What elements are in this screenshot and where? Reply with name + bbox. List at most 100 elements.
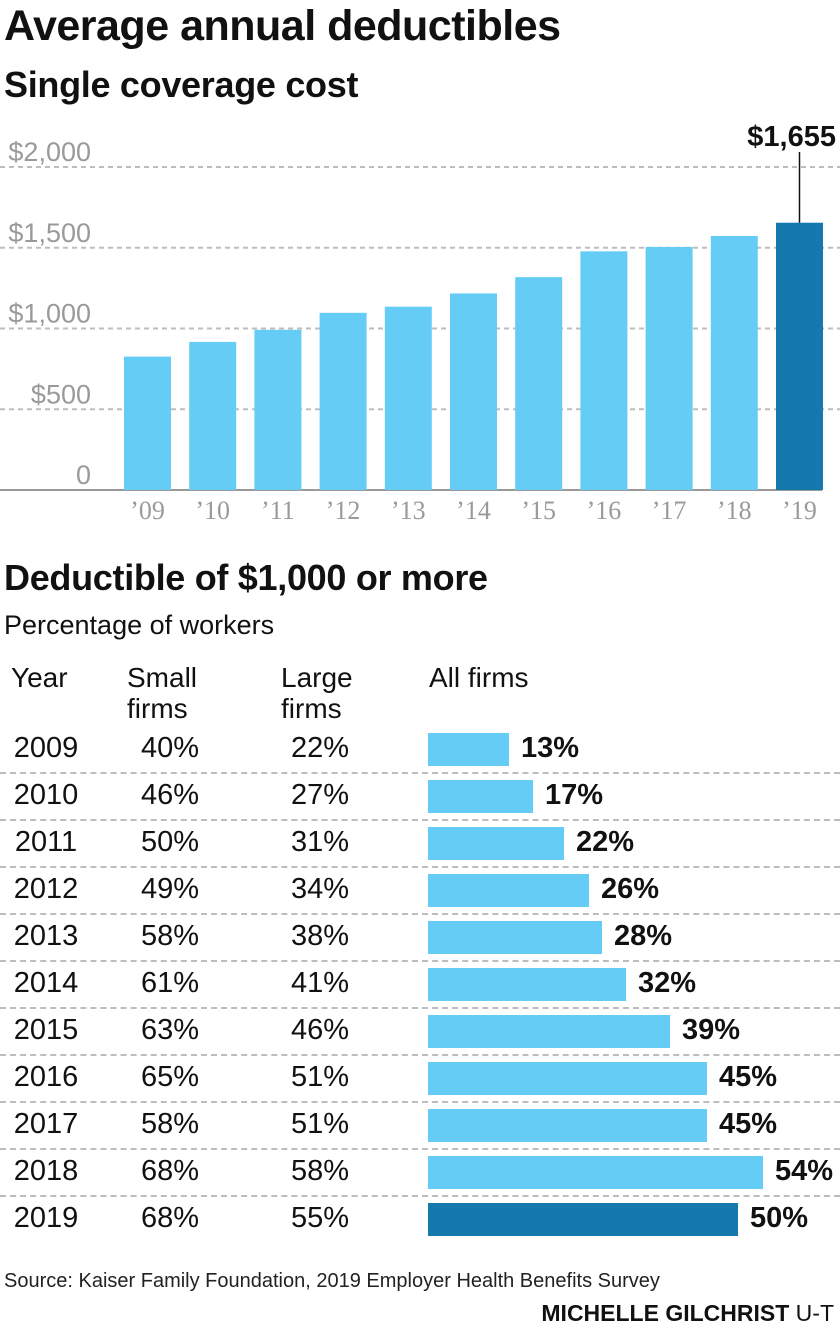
small-firms-cell: 46% (140, 779, 200, 811)
small-firms-cell: 68% (140, 1202, 200, 1234)
x-tick-label: ’10 (195, 496, 230, 525)
large-firms-cell: 51% (290, 1061, 350, 1093)
column-header-year: Year (11, 662, 68, 693)
small-firms-cell: 63% (140, 1014, 200, 1046)
table-section-subtitle: Percentage of workers (4, 610, 275, 640)
all-firms-value: 50% (750, 1202, 809, 1234)
bar-11 (254, 329, 302, 490)
all-firms-bar (428, 1015, 670, 1048)
year-cell: 2012 (13, 873, 79, 905)
small-firms-cell: 58% (140, 920, 200, 952)
large-firms-cell: 58% (290, 1155, 350, 1187)
large-firms-cell: 38% (290, 920, 350, 952)
small-firms-cell: 49% (140, 873, 200, 905)
row-divider (0, 1195, 840, 1197)
year-cell: 2016 (13, 1061, 79, 1093)
all-firms-value: 17% (545, 779, 604, 811)
table-row: 2017 58% 51% 45% (0, 1102, 840, 1150)
year-cell: 2018 (13, 1155, 79, 1187)
chart-title: Average annual deductibles (4, 2, 561, 50)
table-row: 2018 68% 58% 54% (0, 1149, 840, 1197)
all-firms-value: 22% (576, 826, 635, 858)
bar-18 (710, 235, 758, 490)
x-tick-label: ’17 (652, 496, 687, 525)
all-firms-value: 26% (601, 873, 660, 905)
all-firms-bar (428, 968, 626, 1001)
table-row: 2019 68% 55% 50% (0, 1196, 840, 1243)
small-firms-cell: 40% (140, 732, 200, 764)
small-firms-cell: 58% (140, 1108, 200, 1140)
x-tick-label: ’13 (391, 496, 426, 525)
all-firms-value: 32% (638, 967, 697, 999)
all-firms-value: 13% (521, 732, 580, 764)
large-firms-cell: 34% (290, 873, 350, 905)
all-firms-value: 39% (682, 1014, 741, 1046)
all-firms-bar (428, 1156, 763, 1189)
credit-line: MICHELLE GILCHRIST U-T (541, 1299, 834, 1327)
all-firms-bar (428, 780, 533, 813)
large-firms-cell: 22% (290, 732, 350, 764)
column-header-small-line1: Small (127, 662, 198, 693)
table-row: 2015 63% 46% 39% (0, 1008, 840, 1056)
all-firms-bar (428, 1203, 738, 1236)
row-divider (0, 960, 840, 962)
y-tick-label: $1,000 (8, 299, 91, 329)
callout-value-label: $1,655 (747, 121, 836, 153)
row-divider (0, 772, 840, 774)
bar-13 (384, 306, 432, 490)
year-cell: 2009 (13, 732, 79, 764)
large-firms-cell: 55% (290, 1202, 350, 1234)
x-tick-label: ’09 (130, 496, 165, 525)
year-cell: 2019 (13, 1202, 79, 1234)
all-firms-value: 45% (719, 1108, 778, 1140)
y-tick-label: $500 (31, 379, 91, 409)
bar-12 (319, 312, 367, 490)
column-header-large-line2: firms (281, 693, 342, 724)
large-firms-cell: 51% (290, 1108, 350, 1140)
year-cell: 2015 (13, 1014, 79, 1046)
bar-14 (450, 293, 497, 490)
bar-19 (776, 222, 823, 490)
column-header-small-firms: Small firms (127, 662, 197, 724)
large-firms-cell: 46% (290, 1014, 350, 1046)
row-divider (0, 1007, 840, 1009)
large-firms-cell: 41% (290, 967, 350, 999)
x-tick-label: ’15 (521, 496, 556, 525)
x-tick-label: ’14 (456, 496, 491, 525)
x-tick-label: ’19 (782, 496, 817, 525)
table-row: 2009 40% 22% 13% (0, 726, 840, 774)
table-row: 2013 58% 38% 28% (0, 914, 840, 962)
bar-chart-subtitle: Single coverage cost (4, 64, 359, 105)
column-header-large-line1: Large (281, 662, 353, 693)
all-firms-value: 54% (775, 1155, 834, 1187)
y-tick-label: 0 (76, 460, 91, 490)
bar-15 (515, 277, 563, 490)
row-divider (0, 1148, 840, 1150)
bar-09 (124, 356, 171, 490)
year-cell: 2013 (13, 920, 79, 952)
all-firms-value: 45% (719, 1061, 778, 1093)
column-header-large-firms: Large firms (281, 662, 353, 724)
deductible-table: 2009 40% 22% 13% 2010 46% 27% 17% 2011 50% 31% 22% 2… (0, 726, 840, 1243)
y-tick-label: $1,500 (8, 218, 91, 248)
table-row: 2011 50% 31% 22% (0, 820, 840, 868)
all-firms-bar (428, 1062, 707, 1095)
y-tick-label: $2,000 (8, 137, 91, 167)
all-firms-bar (428, 1109, 707, 1142)
row-divider (0, 913, 840, 915)
row-divider (0, 1054, 840, 1056)
x-tick-label: ’11 (261, 496, 295, 525)
x-tick-label: ’16 (587, 496, 622, 525)
bar-10 (189, 341, 237, 490)
table-row: 2016 65% 51% 45% (0, 1055, 840, 1103)
small-firms-cell: 68% (140, 1155, 200, 1187)
table-row: 2012 49% 34% 26% (0, 867, 840, 915)
bar-chart: 0 $500 $1,000 $1,500 $2,000 ’09 ’10 ’11 ’12 ’13 ’1… (0, 121, 840, 525)
bar-16 (580, 251, 628, 490)
large-firms-cell: 31% (290, 826, 350, 858)
source-note: Source: Kaiser Family Foundation, 2019 E… (4, 1270, 660, 1292)
small-firms-cell: 61% (140, 967, 200, 999)
all-firms-bar (428, 827, 564, 860)
column-header-small-line2: firms (127, 693, 188, 724)
credit-name: MICHELLE GILCHRIST (541, 1300, 790, 1326)
